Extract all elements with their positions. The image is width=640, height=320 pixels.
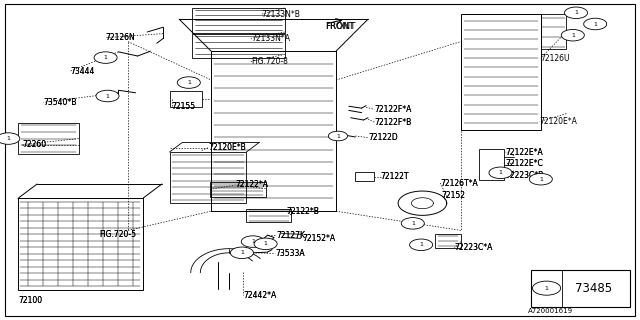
- Circle shape: [328, 131, 348, 141]
- Circle shape: [532, 281, 561, 295]
- Text: 1: 1: [593, 21, 597, 27]
- Text: 1: 1: [251, 239, 255, 244]
- Circle shape: [96, 90, 119, 102]
- Text: 72133N*B: 72133N*B: [261, 10, 300, 19]
- Text: 72122E*A: 72122E*A: [506, 148, 543, 156]
- Text: FIG.720-5: FIG.720-5: [99, 230, 136, 239]
- Text: 73444: 73444: [70, 67, 95, 76]
- Circle shape: [177, 77, 200, 88]
- Text: 72122D: 72122D: [368, 133, 397, 142]
- Text: 72122*B: 72122*B: [287, 207, 319, 216]
- Text: FRONT: FRONT: [325, 22, 354, 31]
- Text: 1: 1: [539, 177, 543, 182]
- Text: 72223C*B: 72223C*B: [506, 171, 544, 180]
- Circle shape: [241, 236, 264, 247]
- Text: 1: 1: [187, 80, 191, 85]
- Text: 1: 1: [571, 33, 575, 38]
- Text: 73485: 73485: [575, 282, 612, 295]
- Text: 72122E*C: 72122E*C: [506, 159, 543, 168]
- Text: 72127K: 72127K: [276, 231, 305, 240]
- Circle shape: [489, 167, 512, 179]
- Text: 72152: 72152: [442, 191, 466, 200]
- Text: 72122F*A: 72122F*A: [374, 105, 412, 114]
- Text: 72122*A: 72122*A: [236, 180, 269, 189]
- Text: 73533A: 73533A: [275, 249, 305, 258]
- Text: 72223C*A: 72223C*A: [454, 244, 493, 252]
- Text: 73444: 73444: [70, 67, 95, 76]
- Text: 72122F*B: 72122F*B: [374, 118, 412, 127]
- Text: 72442*A: 72442*A: [243, 291, 276, 300]
- Circle shape: [0, 133, 20, 144]
- Text: FIG.720-5: FIG.720-5: [99, 230, 136, 239]
- Text: 72120E*B: 72120E*B: [208, 143, 246, 152]
- Text: 1: 1: [240, 250, 244, 255]
- Text: 72442*A: 72442*A: [243, 291, 276, 300]
- Text: 72126T*A: 72126T*A: [440, 179, 478, 188]
- Circle shape: [529, 173, 552, 185]
- Text: 72120E*A: 72120E*A: [540, 117, 577, 126]
- Text: 1: 1: [264, 241, 268, 246]
- Text: 72100: 72100: [18, 296, 42, 305]
- Text: 72126U: 72126U: [541, 54, 570, 63]
- Text: 1: 1: [574, 10, 578, 15]
- Text: 72152*A: 72152*A: [302, 234, 335, 243]
- Text: 72122E*C: 72122E*C: [506, 159, 543, 168]
- Circle shape: [584, 18, 607, 30]
- Text: 72100: 72100: [18, 296, 42, 305]
- Text: 1: 1: [104, 55, 108, 60]
- Text: 73540*B: 73540*B: [44, 98, 77, 107]
- Text: 72122*A: 72122*A: [236, 180, 269, 189]
- Circle shape: [564, 7, 588, 19]
- Text: 72152: 72152: [442, 191, 466, 200]
- Text: 1: 1: [419, 242, 423, 247]
- Text: 72122T: 72122T: [381, 172, 410, 181]
- Text: 72126T*A: 72126T*A: [440, 179, 478, 188]
- Text: 1: 1: [499, 170, 502, 175]
- Text: 72260: 72260: [22, 140, 47, 149]
- Circle shape: [230, 247, 253, 259]
- Text: 72152*A: 72152*A: [302, 234, 335, 243]
- Text: A720001619: A720001619: [528, 308, 573, 314]
- Text: 72155: 72155: [172, 102, 196, 111]
- Text: 1: 1: [336, 133, 340, 139]
- Bar: [531, 270, 630, 307]
- Text: 72126N: 72126N: [106, 33, 135, 42]
- Text: 1: 1: [106, 93, 109, 99]
- Text: 72120E*B: 72120E*B: [208, 143, 246, 152]
- Text: 72122*B: 72122*B: [287, 207, 319, 216]
- Text: 73540*B: 73540*B: [44, 98, 77, 107]
- Text: 72155: 72155: [172, 102, 196, 111]
- Circle shape: [401, 218, 424, 229]
- Text: 72260: 72260: [22, 140, 47, 149]
- Circle shape: [410, 239, 433, 251]
- Text: 72223C*A: 72223C*A: [454, 244, 493, 252]
- Text: 73533A: 73533A: [275, 249, 305, 258]
- Text: FIG.720-8: FIG.720-8: [251, 57, 288, 66]
- Circle shape: [94, 52, 117, 63]
- Text: FRONT: FRONT: [325, 22, 356, 31]
- Text: 72122E*A: 72122E*A: [506, 148, 543, 156]
- Text: 72223C*B: 72223C*B: [506, 171, 544, 180]
- Text: 72122D: 72122D: [368, 133, 397, 142]
- Text: 72122T: 72122T: [381, 172, 410, 181]
- Text: 72122F*A: 72122F*A: [374, 105, 412, 114]
- Text: 1: 1: [411, 221, 415, 226]
- Text: 72127K: 72127K: [276, 231, 305, 240]
- Text: 1: 1: [545, 286, 548, 291]
- Text: 72133N*A: 72133N*A: [251, 34, 290, 43]
- Text: 1: 1: [6, 136, 10, 141]
- Circle shape: [561, 29, 584, 41]
- Circle shape: [254, 238, 277, 250]
- Text: 72126N: 72126N: [106, 33, 135, 42]
- Text: 72122F*B: 72122F*B: [374, 118, 412, 127]
